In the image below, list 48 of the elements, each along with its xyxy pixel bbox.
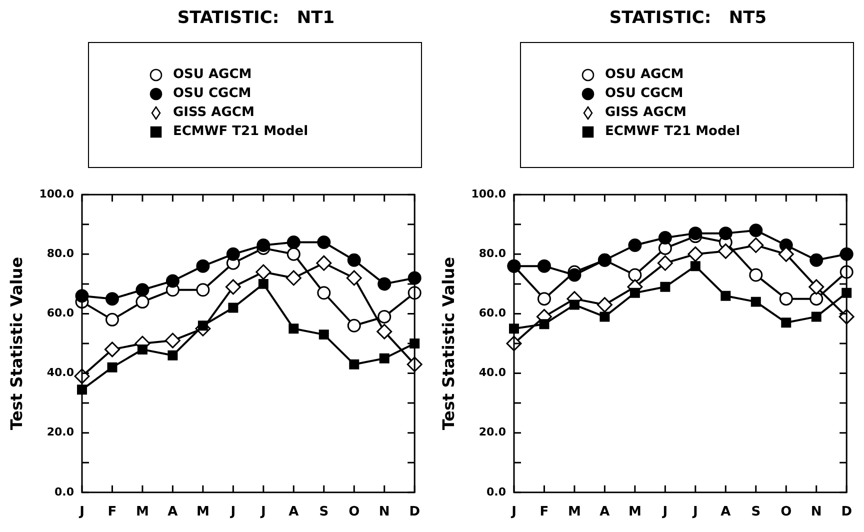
x-tick-label: N [810, 504, 822, 520]
x-tick-label: J [692, 504, 698, 520]
y-axis-title: Test Statistic Value [438, 256, 458, 430]
y-tick-label: 0.0 [486, 485, 506, 498]
chart-title: STATISTIC: NT5 [608, 8, 768, 28]
y-tick-label: 100.0 [39, 187, 74, 200]
y-tick-label: 80.0 [46, 247, 74, 260]
legend-label: OSU CGCM [605, 86, 684, 101]
legend-label: OSU CGCM [173, 86, 252, 101]
x-tick-label: F [540, 504, 549, 520]
y-tick-label: 80.0 [478, 247, 506, 260]
y-tick-label: 20.0 [46, 426, 74, 439]
y-axis-title: Test Statistic Value [6, 256, 26, 430]
x-tick-label: M [196, 504, 210, 520]
x-tick-label: A [168, 504, 178, 520]
y-tick-label: 0.0 [54, 485, 74, 498]
legend-label: ECMWF T21 Model [173, 124, 308, 139]
x-tick-label: J [230, 504, 236, 520]
y-tick-label: 40.0 [478, 366, 506, 380]
x-tick-label: M [136, 504, 149, 520]
x-tick-label: F [108, 504, 117, 520]
x-tick-label: J [78, 504, 84, 520]
x-tick-label: J [662, 504, 668, 520]
chart-title: STATISTIC: NT1 [176, 8, 336, 28]
x-tick-label: M [568, 504, 581, 520]
x-tick-label: D [409, 504, 420, 520]
x-tick-label: O [780, 504, 792, 520]
x-tick-label: A [288, 504, 299, 520]
y-tick-label: 60.0 [46, 306, 74, 320]
legend-label: GISS AGCM [605, 105, 686, 120]
x-tick-label: D [841, 504, 852, 520]
x-tick-label: S [751, 504, 761, 520]
x-tick-label: A [720, 504, 731, 520]
x-tick-label: A [600, 504, 610, 520]
x-tick-label: J [260, 504, 266, 520]
y-tick-label: 20.0 [478, 426, 506, 439]
legend-label: GISS AGCM [173, 105, 254, 120]
legend-label: OSU AGCM [605, 67, 684, 82]
x-tick-label: N [378, 504, 390, 520]
y-tick-label: 100.0 [471, 187, 506, 200]
y-tick-label: 40.0 [46, 366, 74, 380]
y-tick-label: 60.0 [478, 306, 506, 320]
x-tick-label: S [319, 504, 329, 520]
x-tick-label: J [510, 504, 516, 520]
x-tick-label: M [628, 504, 642, 520]
legend-label: OSU AGCM [173, 67, 252, 82]
x-tick-label: O [348, 504, 360, 520]
legend-label: ECMWF T21 Model [605, 124, 740, 139]
